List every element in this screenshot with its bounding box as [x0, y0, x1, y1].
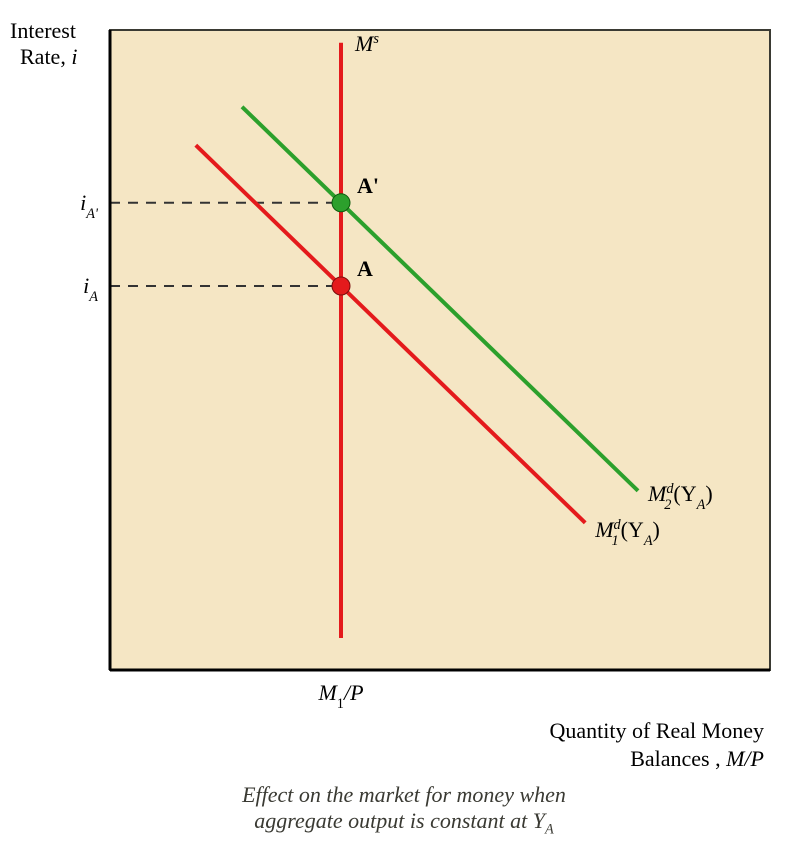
plot-area: [110, 30, 770, 670]
point-A-prime: [332, 194, 350, 212]
point-A-label: A: [357, 256, 373, 281]
y-axis-label: InterestRate, i: [10, 18, 77, 69]
figure-caption: Effect on the market for money whenaggre…: [0, 782, 808, 838]
caption-line2: aggregate output is constant at YA: [0, 808, 808, 838]
y-tick-iA: iA: [83, 273, 98, 305]
x-axis-label: Quantity of Real MoneyBalances , M/P: [550, 718, 764, 771]
x-tick-m1p: M1/P: [317, 680, 363, 712]
money-market-chart: InterestRate, i Quantity of Real MoneyBal…: [0, 0, 808, 850]
figure-container: InterestRate, i Quantity of Real MoneyBal…: [0, 0, 808, 850]
y-tick-iAprime: iA': [80, 190, 99, 222]
caption-line1: Effect on the market for money when: [0, 782, 808, 808]
point-A: [332, 277, 350, 295]
point-Aprime-label: A': [357, 173, 379, 198]
